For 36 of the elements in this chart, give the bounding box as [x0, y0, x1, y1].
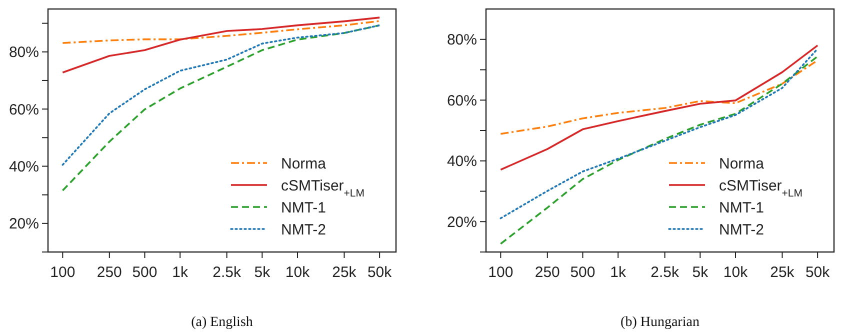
- y-tick-label: 20%: [446, 214, 477, 231]
- legend-label: NMT-2: [281, 221, 326, 238]
- y-tick-label: 80%: [8, 44, 39, 62]
- x-tick-label: 2.5k: [212, 264, 242, 281]
- x-tick-label: 1k: [610, 264, 627, 281]
- x-tick-label: 50k: [805, 264, 830, 281]
- y-tick-label: 20%: [8, 216, 39, 233]
- y-tick-label: 40%: [8, 158, 39, 176]
- x-tick-label: 100: [488, 264, 514, 281]
- x-tick-label: 25k: [770, 264, 795, 281]
- x-tick-label: 50k: [367, 264, 392, 281]
- x-tick-label: 1k: [172, 264, 189, 281]
- x-tick-label: 25k: [332, 264, 357, 281]
- legend-label: NMT-2: [719, 221, 764, 238]
- legend-label: Norma: [281, 155, 327, 172]
- legend-label: NMT-1: [719, 199, 764, 216]
- y-tick-label: 60%: [8, 101, 39, 118]
- y-tick-label: 40%: [446, 153, 477, 170]
- legend-label: cSMTiser$_{+LM}$: [281, 177, 364, 200]
- x-tick-label: 2.5k: [650, 264, 680, 281]
- text: (b) Hungarian: [620, 315, 700, 330]
- x-tick-label: 500: [570, 264, 596, 281]
- x-tick-label: 100: [50, 264, 76, 281]
- x-tick-label: 10k: [723, 264, 748, 281]
- x-tick-label: 250: [96, 264, 122, 281]
- legend-label: cSMTiser$_{+LM}$: [719, 177, 802, 200]
- text: (a) English: [191, 315, 253, 330]
- x-tick-label: 5k: [254, 264, 271, 281]
- x-tick-label: 5k: [692, 264, 709, 281]
- x-tick-label: 250: [534, 264, 560, 281]
- x-tick-label: 500: [132, 264, 158, 281]
- x-tick-label: 10k: [285, 264, 310, 281]
- y-tick-label: 60%: [446, 92, 477, 110]
- legend-label: NMT-1: [281, 199, 326, 216]
- legend-label: Norma: [719, 155, 765, 172]
- y-tick-label: 80%: [446, 32, 477, 49]
